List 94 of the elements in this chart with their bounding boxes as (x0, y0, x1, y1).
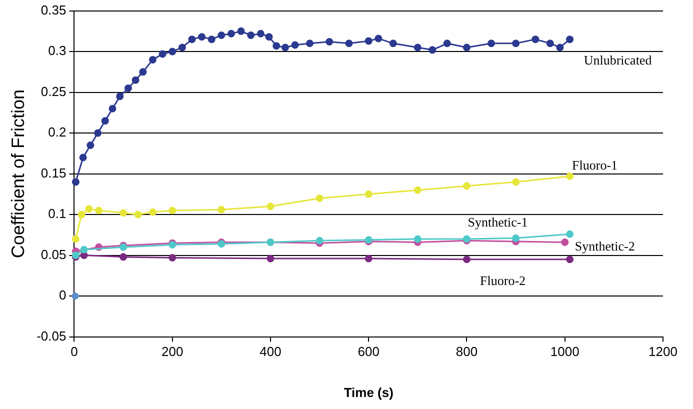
point (566, 230, 574, 238)
series-label: Synthetic-2 (574, 238, 635, 254)
point (148, 56, 156, 64)
point (86, 142, 94, 150)
point (168, 206, 176, 214)
point (188, 36, 196, 44)
point (148, 208, 156, 216)
point (364, 254, 372, 262)
y-tick-label: -0.05 (36, 328, 66, 344)
point (132, 76, 140, 84)
point (208, 36, 216, 44)
point (72, 235, 80, 243)
point (512, 178, 520, 186)
y-tick-label: 0.2 (48, 124, 66, 140)
point (247, 32, 255, 39)
y-tick-label: 0.15 (40, 165, 66, 180)
point (168, 254, 176, 262)
y-tick-label: 0.35 (40, 2, 66, 18)
point (101, 117, 109, 125)
point (566, 172, 574, 180)
x-tick-label: 600 (358, 344, 380, 360)
point (462, 182, 470, 190)
point (389, 40, 397, 48)
point (72, 178, 80, 186)
point (237, 27, 245, 35)
x-tick-label: 800 (456, 344, 478, 360)
y-tick-label: 0.25 (40, 84, 66, 99)
point (85, 205, 93, 213)
point (512, 234, 520, 242)
point (80, 246, 88, 254)
point (94, 129, 102, 137)
point (72, 292, 79, 300)
point (561, 238, 569, 246)
x-axis-title: Time (s) (344, 384, 394, 400)
series-label: Synthetic-1 (468, 214, 528, 230)
point (316, 236, 324, 244)
point (266, 254, 274, 262)
point (168, 48, 176, 56)
point (198, 33, 206, 41)
point (120, 209, 128, 217)
point (272, 42, 280, 50)
point (414, 44, 422, 52)
point (443, 40, 451, 48)
point (546, 40, 554, 48)
point (178, 44, 186, 52)
point (218, 32, 226, 39)
point (316, 194, 324, 202)
point (266, 202, 274, 210)
point (414, 235, 422, 243)
point (227, 30, 235, 38)
point (306, 40, 314, 48)
point (158, 50, 166, 58)
point (556, 44, 564, 52)
point (364, 37, 372, 45)
point (134, 210, 142, 218)
point (139, 68, 147, 76)
point (218, 206, 226, 214)
point (265, 33, 273, 41)
series-label: Unlubricated (584, 52, 652, 68)
point (79, 154, 87, 162)
point (428, 46, 436, 54)
point (116, 92, 124, 100)
point (95, 206, 103, 214)
point (108, 104, 116, 112)
point (512, 40, 520, 48)
point (374, 34, 382, 42)
y-tick-label: 0 (58, 288, 66, 303)
x-tick-label: 1200 (648, 344, 678, 360)
series-label: Fluoro-1 (572, 158, 618, 173)
x-tick-label: 0 (70, 344, 78, 360)
point (566, 36, 574, 44)
series-label: Fluoro-2 (480, 272, 526, 288)
point (124, 84, 132, 92)
point (78, 210, 86, 218)
x-tick-label: 400 (260, 344, 282, 360)
y-axis-title: Coefficient of Friction (8, 89, 28, 258)
point (462, 256, 470, 264)
y-tick-label: 0.05 (40, 246, 66, 262)
point (532, 36, 540, 44)
x-tick-label: 1000 (550, 344, 580, 360)
point (566, 256, 574, 264)
point (345, 40, 353, 48)
point (364, 190, 372, 198)
point (291, 41, 299, 49)
point (256, 30, 264, 38)
x-tick-label: 200 (162, 344, 184, 360)
point (414, 186, 422, 194)
point (326, 38, 334, 46)
point (120, 253, 128, 261)
point (281, 44, 289, 52)
y-tick-label: 0.1 (48, 206, 66, 222)
y-tick-label: 0.3 (48, 43, 66, 58)
point (462, 44, 470, 52)
point (488, 40, 496, 48)
